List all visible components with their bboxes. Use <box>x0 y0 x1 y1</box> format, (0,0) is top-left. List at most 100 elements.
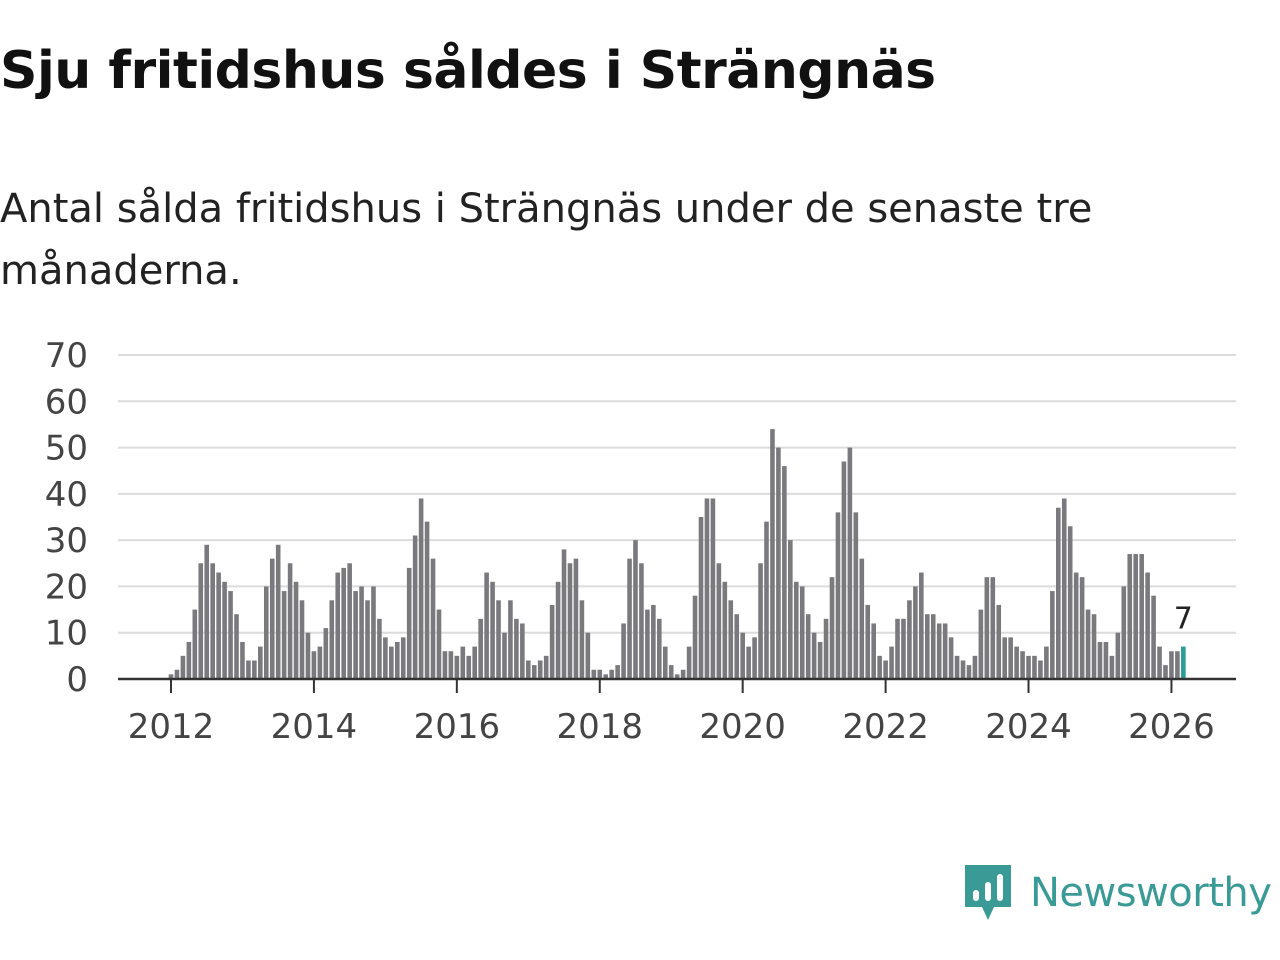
bar <box>174 669 180 679</box>
bar <box>984 577 990 679</box>
bar <box>186 641 192 679</box>
bar <box>353 591 358 679</box>
bar <box>383 637 388 679</box>
bar <box>246 660 251 679</box>
bar <box>758 563 763 679</box>
bar <box>210 563 215 679</box>
bar <box>222 581 227 679</box>
bar <box>686 646 692 679</box>
bar <box>907 600 912 679</box>
bar <box>591 669 597 679</box>
bar <box>1097 641 1103 679</box>
bar <box>567 563 573 679</box>
bar <box>698 517 704 679</box>
bar <box>597 669 603 679</box>
grid-lines <box>118 354 1236 634</box>
bar <box>311 651 317 679</box>
bar <box>936 623 942 679</box>
bar <box>841 461 847 679</box>
y-tick-label: 30 <box>45 521 88 561</box>
y-tick-label: 20 <box>45 567 88 607</box>
bar <box>299 600 305 679</box>
bar <box>615 665 620 679</box>
bar <box>573 558 579 679</box>
bar <box>954 655 960 679</box>
bar <box>1044 646 1049 679</box>
bar <box>275 544 281 679</box>
annotations: 7 <box>1171 599 1196 640</box>
bar <box>847 447 853 679</box>
bar <box>728 600 734 679</box>
bar <box>454 655 460 679</box>
bar <box>871 623 876 679</box>
y-tick-label: 0 <box>66 660 88 700</box>
bar <box>377 618 382 679</box>
x-axis: 2012 2014 2016 2018 2020 2022 2024 2026 <box>128 679 1215 747</box>
bar <box>508 600 513 679</box>
bar <box>400 637 406 679</box>
bar <box>520 623 525 679</box>
bar <box>412 535 418 679</box>
bar <box>180 655 186 679</box>
bar <box>436 609 442 679</box>
bar <box>942 623 948 679</box>
bar <box>603 674 609 679</box>
bar <box>198 563 204 679</box>
bar <box>1151 595 1156 679</box>
bar <box>621 623 626 679</box>
bar <box>948 637 954 679</box>
bar <box>901 618 906 679</box>
bar <box>168 674 174 679</box>
bar <box>1014 646 1019 679</box>
bar <box>192 609 198 679</box>
bar <box>293 581 299 679</box>
bar <box>269 558 275 679</box>
bar <box>216 572 221 679</box>
bar <box>859 558 865 679</box>
bar <box>502 632 507 679</box>
bar <box>680 669 686 679</box>
bar <box>716 563 722 679</box>
bar <box>335 572 341 679</box>
bar <box>782 466 787 679</box>
bar <box>1175 651 1180 679</box>
bar <box>472 646 477 679</box>
bar <box>478 618 483 679</box>
bar <box>430 558 436 679</box>
bar <box>1121 586 1127 679</box>
bar <box>668 665 674 679</box>
bar <box>722 581 728 679</box>
bar-chart: 0 10 20 30 40 50 60 70 2012 2014 2016 2018 2020 2022… <box>45 336 1236 747</box>
y-tick-label: 40 <box>45 475 88 515</box>
bar <box>799 586 805 679</box>
bar <box>1109 655 1115 679</box>
bars <box>168 429 1186 679</box>
bar <box>1115 632 1121 679</box>
bar <box>1127 554 1133 679</box>
bar <box>746 646 751 679</box>
bar <box>329 600 335 679</box>
bar <box>1133 554 1139 679</box>
bar <box>692 595 698 679</box>
x-tick-label: 2026 <box>1128 707 1215 747</box>
x-tick-label: 2016 <box>414 707 501 747</box>
last-value-label: 7 <box>1174 602 1193 637</box>
bar <box>323 628 329 679</box>
bar <box>609 669 614 679</box>
bar-highlight <box>1181 646 1186 679</box>
bar <box>1139 554 1144 679</box>
x-tick-label: 2024 <box>985 707 1072 747</box>
bar <box>1091 614 1097 679</box>
bar <box>1020 651 1025 679</box>
bar <box>1032 655 1037 679</box>
bar <box>919 572 924 679</box>
y-tick-label: 10 <box>45 614 88 654</box>
bar <box>966 665 972 679</box>
bar <box>1067 526 1073 679</box>
bar <box>710 498 716 679</box>
bar <box>662 646 668 679</box>
bar <box>537 660 543 679</box>
bar <box>204 544 210 679</box>
bar <box>764 521 769 679</box>
brand-name: Newsworthy <box>1030 870 1272 916</box>
